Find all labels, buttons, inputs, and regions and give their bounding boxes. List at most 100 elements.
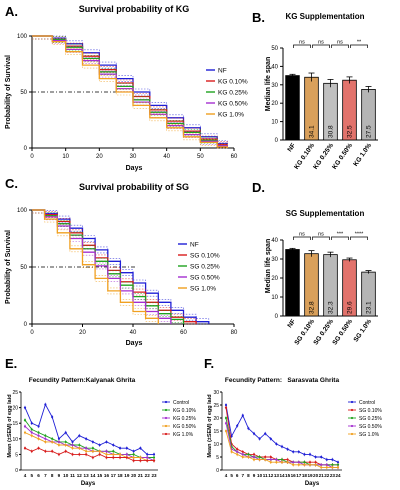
data-point xyxy=(297,450,300,453)
panel-c-xlabel: Days xyxy=(126,340,143,347)
data-label: 35.0 xyxy=(290,301,297,314)
x-tick-label: 8 xyxy=(51,473,54,478)
y-tick-label: 0 xyxy=(15,468,18,474)
data-point xyxy=(64,450,67,453)
x-tick-label: 20 xyxy=(313,473,319,478)
x-tick-label: 13 xyxy=(84,473,90,478)
y-tick-label: 20 xyxy=(271,101,278,107)
data-point xyxy=(125,453,128,456)
legend-label: KG 0.25% xyxy=(173,416,196,422)
data-point xyxy=(98,450,101,453)
data-point xyxy=(224,406,228,409)
x-tick-label: 19 xyxy=(124,473,130,478)
data-point xyxy=(139,447,142,450)
data-point xyxy=(280,458,284,461)
data-point xyxy=(30,422,33,425)
x-tick-label: 11 xyxy=(70,473,75,478)
data-point xyxy=(336,461,340,464)
data-point xyxy=(37,447,40,450)
legend-label: SG 0.25% xyxy=(190,264,220,271)
y-tick-label: 20 xyxy=(271,276,278,282)
x-tick-label: 6 xyxy=(37,473,40,478)
data-point xyxy=(325,458,328,461)
x-tick-label: 9 xyxy=(58,473,61,478)
data-point xyxy=(23,431,27,434)
x-tick-label: 5 xyxy=(31,473,34,478)
significance-label: ns xyxy=(318,40,324,46)
data-point xyxy=(44,434,47,437)
significance-bracket xyxy=(312,44,330,48)
x-tick-label: 12 xyxy=(268,473,274,478)
data-point xyxy=(146,459,149,462)
y-tick-label: 40 xyxy=(271,238,278,244)
data-point xyxy=(152,453,156,456)
data-point xyxy=(314,463,317,466)
data-point xyxy=(286,458,289,461)
legend-marker xyxy=(164,408,168,412)
legend-label: SG 0.50% xyxy=(190,275,220,282)
x-tick-label: 60 xyxy=(180,330,187,336)
data-point xyxy=(125,456,128,459)
significance-label: ns xyxy=(299,40,305,46)
y-tick-label: 0 xyxy=(275,314,279,320)
data-point xyxy=(275,458,278,461)
x-tick-label: 22 xyxy=(324,473,330,478)
data-point xyxy=(30,434,33,437)
data-point xyxy=(112,443,115,447)
data-point xyxy=(85,447,88,450)
legend-label: SG 1.0% xyxy=(359,432,380,438)
data-point xyxy=(146,453,149,456)
panel-e: E. Fecundity Pattern:Kalyanak Ghrita Mea… xyxy=(5,356,196,487)
y-tick-label: 50 xyxy=(20,90,27,96)
data-point xyxy=(91,440,94,444)
panel-a: A. Survival probability of KG Probabilit… xyxy=(5,4,248,172)
data-point xyxy=(23,447,27,450)
data-point xyxy=(105,440,108,444)
data-point xyxy=(336,466,340,469)
significance-bracket xyxy=(350,44,368,48)
data-point xyxy=(57,443,61,447)
series-ci-lower-5 xyxy=(32,212,159,324)
data-point xyxy=(292,461,295,464)
x-tick-label: 7 xyxy=(44,473,47,478)
data-point xyxy=(230,450,233,453)
legend-marker xyxy=(350,400,354,404)
x-tick-label: 5 xyxy=(230,473,233,478)
data-point xyxy=(105,456,108,459)
x-tick-label: 40 xyxy=(130,330,137,336)
data-point xyxy=(325,466,328,469)
significance-label: ns xyxy=(318,232,324,238)
panel-c-title: Survival probability of SG xyxy=(79,182,189,192)
x-tick-label: 16 xyxy=(104,473,110,478)
y-tick-label: 15 xyxy=(213,429,219,435)
x-tick-label: 15 xyxy=(97,473,103,478)
legend-marker xyxy=(164,416,168,420)
data-point xyxy=(224,429,228,433)
legend-marker xyxy=(350,432,354,436)
data-point xyxy=(331,458,334,461)
data-point xyxy=(247,455,250,459)
x-tick-label: 10 xyxy=(63,473,69,478)
y-tick-label: 25 xyxy=(213,403,219,409)
data-point xyxy=(286,461,289,464)
data-point xyxy=(118,447,122,450)
x-tick-label: NF xyxy=(286,142,297,153)
series-ci-upper-5 xyxy=(32,209,159,321)
data-point xyxy=(37,431,40,434)
x-tick-label: 40 xyxy=(163,154,170,160)
legend-label: Control xyxy=(173,400,189,406)
series-line-5 xyxy=(32,209,159,324)
panel-b-title: KG Supplementation xyxy=(285,12,364,21)
y-tick-label: 0 xyxy=(275,138,279,144)
x-tick-label: 9 xyxy=(253,473,256,478)
data-point xyxy=(320,463,323,466)
data-point xyxy=(286,448,289,451)
data-point xyxy=(275,442,278,446)
data-point xyxy=(247,427,250,430)
data-point xyxy=(241,453,244,456)
data-label: 23.1 xyxy=(366,301,373,314)
